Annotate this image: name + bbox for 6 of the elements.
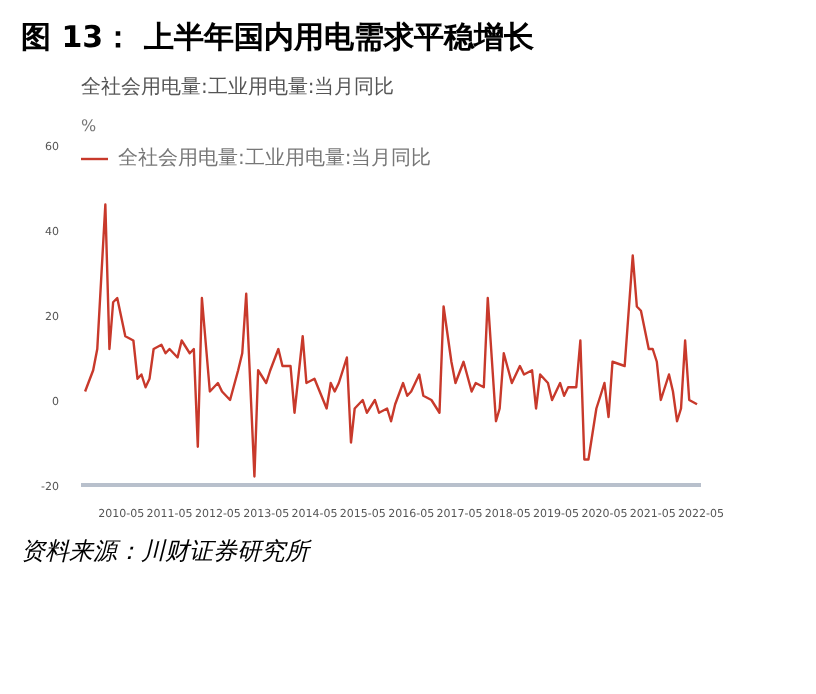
line-series: [83, 203, 699, 478]
chart-subtitle: 全社会用电量:工业用电量:当月同比: [81, 75, 395, 99]
text: 资料来源：川财证券研究所: [21, 537, 313, 565]
y-axis-title: %: [81, 117, 97, 135]
legend-label: 全社会用电量:工业用电量:当月同比: [118, 145, 432, 172]
chart-title: 图 13： 上半年国内用电需求平稳增长: [21, 19, 536, 55]
